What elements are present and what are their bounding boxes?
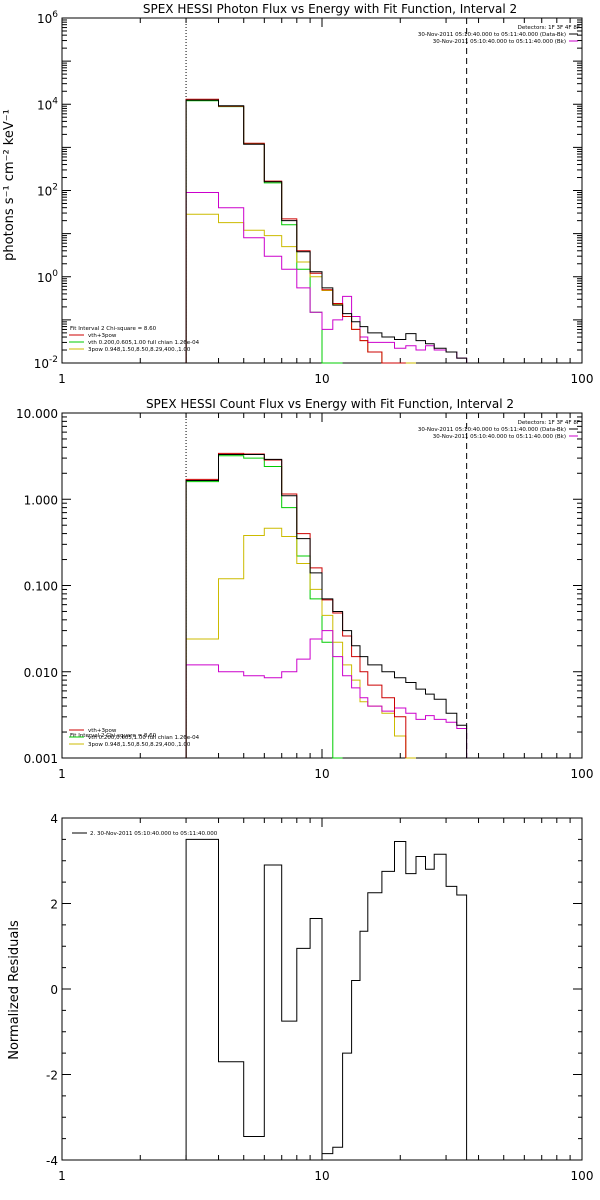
series-total	[185, 99, 468, 363]
y-tick-label: 0.001	[24, 752, 58, 766]
photon-flux-title: SPEX HESSI Photon Flux vs Energy with Fi…	[143, 2, 517, 16]
y-tick-label: 10-2	[34, 355, 58, 371]
y-tick-label: 2	[50, 898, 58, 912]
y-tick-label: -4	[46, 1154, 58, 1168]
x-tick-label: 10	[314, 372, 329, 386]
fit-legend-entry: vth+3pow	[88, 728, 117, 734]
x-tick-label: 1	[58, 1169, 66, 1183]
count-flux-detectors: Detectors: 1F 3F 4F 8F	[518, 420, 580, 426]
residuals-panel: Normalized Residuals 1 10 100 -4 -2 0 2 4 2. 30…	[7, 812, 593, 1183]
detector-interval-text: 30-Nov-2011 05:10:40.000 to 05:11:40.000…	[418, 32, 566, 38]
y-tick-label: 106	[37, 10, 58, 26]
x-tick-label: 10	[314, 767, 329, 781]
y-tick-label: 100	[37, 269, 58, 285]
plot-frame	[61, 17, 583, 364]
series-vth	[185, 455, 343, 759]
count-flux-legend-header: Fit Interval 2 Chi-square = 8.60	[70, 733, 157, 739]
y-tick-label: 1.000	[24, 493, 58, 507]
y-tick-label: 10.000	[16, 407, 58, 421]
photon-flux-detectors: Detectors: 1F 3F 4F 8F	[518, 25, 580, 31]
residuals-annotations: 2. 30-Nov-2011 05:10:40.000 to 05:11:40.…	[72, 831, 218, 837]
x-tick-label: 100	[571, 1169, 594, 1183]
count-flux-series	[185, 452, 468, 759]
detector-interval-text: 30-Nov-2011 05:10:40.000 to 05:11:40.000…	[418, 427, 566, 433]
series-vth_plus_3pow	[185, 452, 407, 758]
detector-interval-text: 30-Nov-2011 05:10:40.000 to 05:11:40.000…	[433, 434, 566, 440]
photon-flux-ylabel-group: photons s⁻¹ cm⁻² keV⁻¹	[2, 109, 17, 261]
count-flux-annotations: Detectors: 1F 3F 4F 8F Fit Interval 2 Ch…	[69, 420, 580, 748]
residuals-axes: 1 10 100 -4 -2 0 2 4	[46, 812, 593, 1183]
series-bkg	[185, 630, 468, 758]
x-tick-label: 100	[571, 767, 594, 781]
x-tick-label: 100	[571, 372, 594, 386]
series-residuals	[185, 838, 468, 1160]
fit-legend-entry: vth 0.200,0.605,1.00 full chian 1.26e-04	[88, 340, 200, 346]
residuals-series	[185, 838, 468, 1160]
y-tick-label: 0.100	[24, 580, 58, 594]
photon-flux-annotations: Detectors: 1F 3F 4F 8F Fit Interval 2 Ch…	[69, 25, 580, 353]
x-tick-label: 1	[58, 767, 66, 781]
detector-interval-text: 30-Nov-2011 05:10:40.000 to 05:11:40.000…	[433, 39, 566, 45]
fit-legend-entry: vth+3pow	[88, 333, 117, 339]
photon-flux-panel: SPEX HESSI Photon Flux vs Energy with Fi…	[2, 2, 593, 386]
series-bkg	[185, 192, 468, 363]
series-3pow	[185, 527, 416, 759]
photon-flux-series	[185, 98, 468, 364]
residuals-ylabel: Normalized Residuals	[7, 920, 22, 1060]
series-3pow	[185, 213, 416, 364]
residuals-legend-line: 2. 30-Nov-2011 05:10:40.000 to 05:11:40.…	[90, 831, 218, 837]
y-tick-label: 0	[50, 983, 58, 997]
series-total	[185, 454, 468, 758]
y-tick-label: -2	[46, 1069, 58, 1083]
x-tick-label: 10	[314, 1169, 329, 1183]
fit-legend-entry: 3pow 0.948,1.50,8.50,8.29,400.,1.00	[88, 347, 191, 353]
x-tick-label: 1	[58, 372, 66, 386]
photon-flux-legend-header: Fit Interval 2 Chi-square = 8.60	[70, 326, 157, 332]
y-tick-label: 102	[37, 183, 58, 199]
fit-legend-entry: vth 0.200,0.605,1.00 full chian 1.26e-04	[88, 735, 200, 741]
residuals-ylabel-group: Normalized Residuals	[7, 920, 22, 1060]
count-flux-title: SPEX HESSI Count Flux vs Energy with Fit…	[146, 397, 514, 411]
photon-flux-ylabel: photons s⁻¹ cm⁻² keV⁻¹	[2, 109, 17, 261]
y-tick-label: 104	[37, 96, 58, 112]
y-tick-label: 4	[50, 812, 58, 826]
count-flux-axes: 1 10 100 0.001 0.010 0.100 1.000 10.000	[16, 407, 593, 781]
series-vth_plus_3pow	[185, 98, 406, 364]
fit-legend-entry: 3pow 0.948,1.50,8.50,8.29,400.,1.00	[88, 742, 191, 748]
count-flux-panel: SPEX HESSI Count Flux vs Energy with Fit…	[16, 397, 593, 781]
y-tick-label: 0.010	[24, 666, 58, 680]
